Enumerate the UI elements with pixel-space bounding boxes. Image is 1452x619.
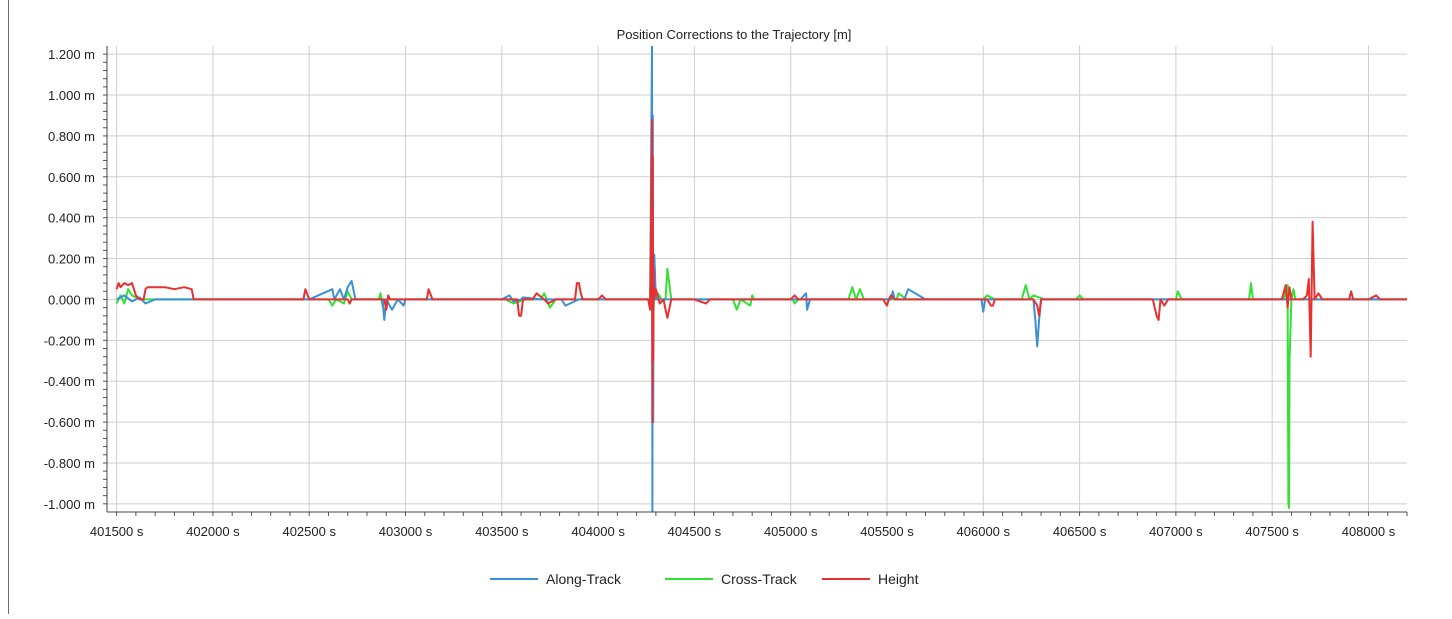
plot-area (107, 46, 1407, 512)
y-tick-label: 0.000 m (48, 292, 95, 307)
x-tick-label: 401500 s (90, 524, 144, 539)
y-tick-label: -0.600 m (44, 415, 95, 430)
chart-title: Position Corrections to the Trajectory [… (617, 27, 852, 42)
x-tick-label: 407000 s (1149, 524, 1203, 539)
x-tick-label: 405000 s (764, 524, 818, 539)
x-tick-label: 406500 s (1053, 524, 1107, 539)
x-tick-label: 405500 s (860, 524, 914, 539)
x-tick-label: 402500 s (282, 524, 336, 539)
legend: Along-Track Cross-Track Height (490, 571, 919, 587)
y-tick-label: -1.000 m (44, 497, 95, 512)
x-tick-label: 404500 s (668, 524, 722, 539)
x-tick-label: 408000 s (1342, 524, 1396, 539)
y-tick-label: 0.200 m (48, 252, 95, 267)
x-tick-label: 403000 s (379, 524, 433, 539)
y-tick-label: 0.600 m (48, 170, 95, 185)
series-layer (115, 46, 1407, 512)
y-tick-label: 1.200 m (48, 47, 95, 62)
y-tick-label: -0.400 m (44, 374, 95, 389)
axes: 401500 s 402000 s 402500 s 403000 s 403500 s… (44, 46, 1408, 539)
x-tick-label: 402000 s (186, 524, 240, 539)
x-tick-label: 407500 s (1245, 524, 1299, 539)
legend-label-height: Height (878, 571, 919, 587)
x-tick-label: 406000 s (957, 524, 1011, 539)
legend-label-cross-track: Cross-Track (721, 571, 798, 587)
legend-label-along-track: Along-Track (546, 571, 622, 587)
series-line-height (115, 118, 1407, 424)
y-tick-label: 1.000 m (48, 88, 95, 103)
y-tick-label: 0.400 m (48, 211, 95, 226)
window-left-border (8, 0, 9, 614)
x-tick-label: 404000 s (571, 524, 625, 539)
grid (107, 46, 1407, 512)
x-tick-label: 403500 s (475, 524, 529, 539)
y-tick-label: 0.800 m (48, 129, 95, 144)
y-tick-label: -0.200 m (44, 333, 95, 348)
y-tick-label: -0.800 m (44, 456, 95, 471)
